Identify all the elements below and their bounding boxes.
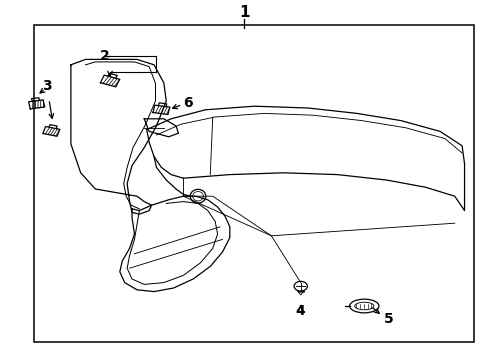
Text: 2: 2	[100, 49, 110, 63]
Text: 1: 1	[239, 5, 249, 20]
Text: 3: 3	[41, 80, 51, 93]
Text: 5: 5	[383, 312, 393, 325]
Bar	[34, 25, 473, 342]
Text: 4: 4	[295, 305, 305, 318]
Text: 6: 6	[183, 96, 193, 109]
